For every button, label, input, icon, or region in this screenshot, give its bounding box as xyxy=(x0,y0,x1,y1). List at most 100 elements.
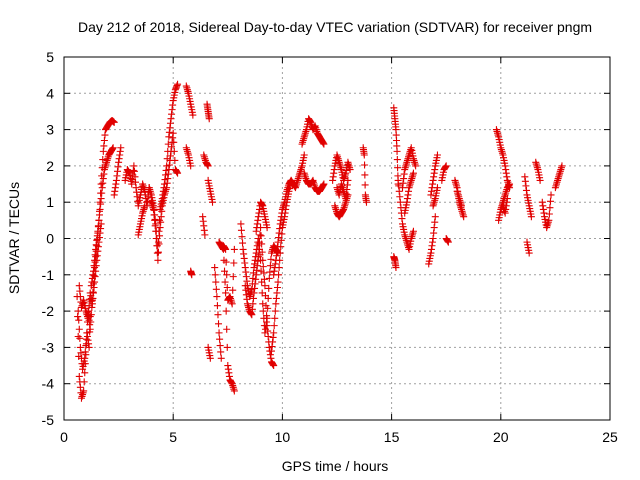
data-point xyxy=(80,378,88,386)
data-point xyxy=(223,271,231,279)
data-point xyxy=(545,216,553,224)
data-point xyxy=(412,162,420,170)
data-point xyxy=(170,147,178,155)
x-tick-label: 10 xyxy=(275,429,291,445)
data-point xyxy=(546,197,554,205)
data-point xyxy=(81,348,89,356)
data-point xyxy=(76,334,84,342)
data-point xyxy=(75,325,83,333)
data-point xyxy=(187,162,195,170)
data-point xyxy=(154,256,162,264)
data-point xyxy=(320,140,328,148)
data-point xyxy=(174,80,182,88)
data-point xyxy=(237,226,245,234)
data-point xyxy=(258,248,266,256)
data-point xyxy=(266,268,274,276)
data-point xyxy=(262,302,270,310)
x-tick-label: 0 xyxy=(60,429,68,445)
data-point xyxy=(300,151,308,159)
y-tick-label: 0 xyxy=(46,231,54,247)
data-point xyxy=(109,144,117,152)
data-point xyxy=(81,369,89,377)
data-point xyxy=(201,231,209,239)
data-point xyxy=(188,271,196,279)
data-point xyxy=(174,169,182,177)
data-point xyxy=(97,180,105,188)
data-point xyxy=(460,213,468,221)
data-point xyxy=(85,308,93,316)
data-point xyxy=(361,181,369,189)
data-point xyxy=(216,335,224,343)
data-point xyxy=(156,232,164,240)
data-point xyxy=(444,238,452,246)
data-point xyxy=(230,245,238,253)
data-point xyxy=(141,202,149,210)
y-tick-label: 5 xyxy=(46,49,54,65)
data-point xyxy=(265,284,273,292)
data-point xyxy=(85,343,93,351)
chart-title: Day 212 of 2018, Sidereal Day-to-day VTE… xyxy=(78,19,592,35)
data-point xyxy=(171,156,179,164)
data-point xyxy=(223,284,231,292)
data-point xyxy=(536,176,544,184)
data-point xyxy=(99,156,107,164)
data-point xyxy=(409,169,417,177)
y-tick-label: -4 xyxy=(42,376,55,392)
data-point xyxy=(189,111,197,119)
data-point xyxy=(259,263,267,271)
data-point xyxy=(204,162,212,170)
data-point xyxy=(117,144,125,152)
grid xyxy=(64,57,610,420)
data-point xyxy=(274,278,282,286)
x-axis-label: GPS time / hours xyxy=(282,458,389,474)
x-tick-label: 15 xyxy=(384,429,400,445)
data-point xyxy=(84,314,92,322)
data-point xyxy=(170,138,178,146)
data-point xyxy=(230,259,238,267)
data-point xyxy=(457,202,465,210)
y-tick-label: -2 xyxy=(42,303,55,319)
data-point xyxy=(74,307,82,315)
data-point xyxy=(213,302,221,310)
x-tick-label: 25 xyxy=(602,429,618,445)
data-point xyxy=(238,233,246,241)
data-point xyxy=(155,240,163,248)
x-tick-label: 5 xyxy=(169,429,177,445)
data-point xyxy=(229,273,237,281)
data-point xyxy=(209,198,217,206)
data-point xyxy=(215,320,223,328)
data-point xyxy=(270,322,278,330)
data-point xyxy=(558,162,566,170)
data-point xyxy=(228,300,236,308)
data-point xyxy=(547,191,555,199)
data-point xyxy=(361,171,369,179)
data-point xyxy=(216,342,224,350)
y-tick-label: -3 xyxy=(42,339,55,355)
data-point xyxy=(217,348,225,356)
data-point xyxy=(258,240,266,248)
data-point xyxy=(260,275,268,283)
data-point xyxy=(80,387,88,395)
data-point xyxy=(393,156,401,164)
data-point xyxy=(259,307,267,315)
data-point xyxy=(263,224,271,232)
data-point xyxy=(271,314,279,322)
data-point xyxy=(263,312,271,320)
data-point xyxy=(217,354,225,362)
data-point xyxy=(215,329,223,337)
data-point xyxy=(221,267,229,275)
data-point xyxy=(287,176,295,184)
data-point xyxy=(97,220,105,228)
data-point xyxy=(392,264,400,272)
data-point xyxy=(256,231,264,239)
y-tick-label: 3 xyxy=(46,122,54,138)
data-point xyxy=(212,285,220,293)
data-point xyxy=(214,311,222,319)
data-point xyxy=(431,213,439,221)
data-point xyxy=(239,239,247,247)
data-point xyxy=(222,307,230,315)
data-point xyxy=(86,328,94,336)
data-point xyxy=(222,289,230,297)
y-axis-label: SDTVAR / TECUs xyxy=(6,182,22,294)
